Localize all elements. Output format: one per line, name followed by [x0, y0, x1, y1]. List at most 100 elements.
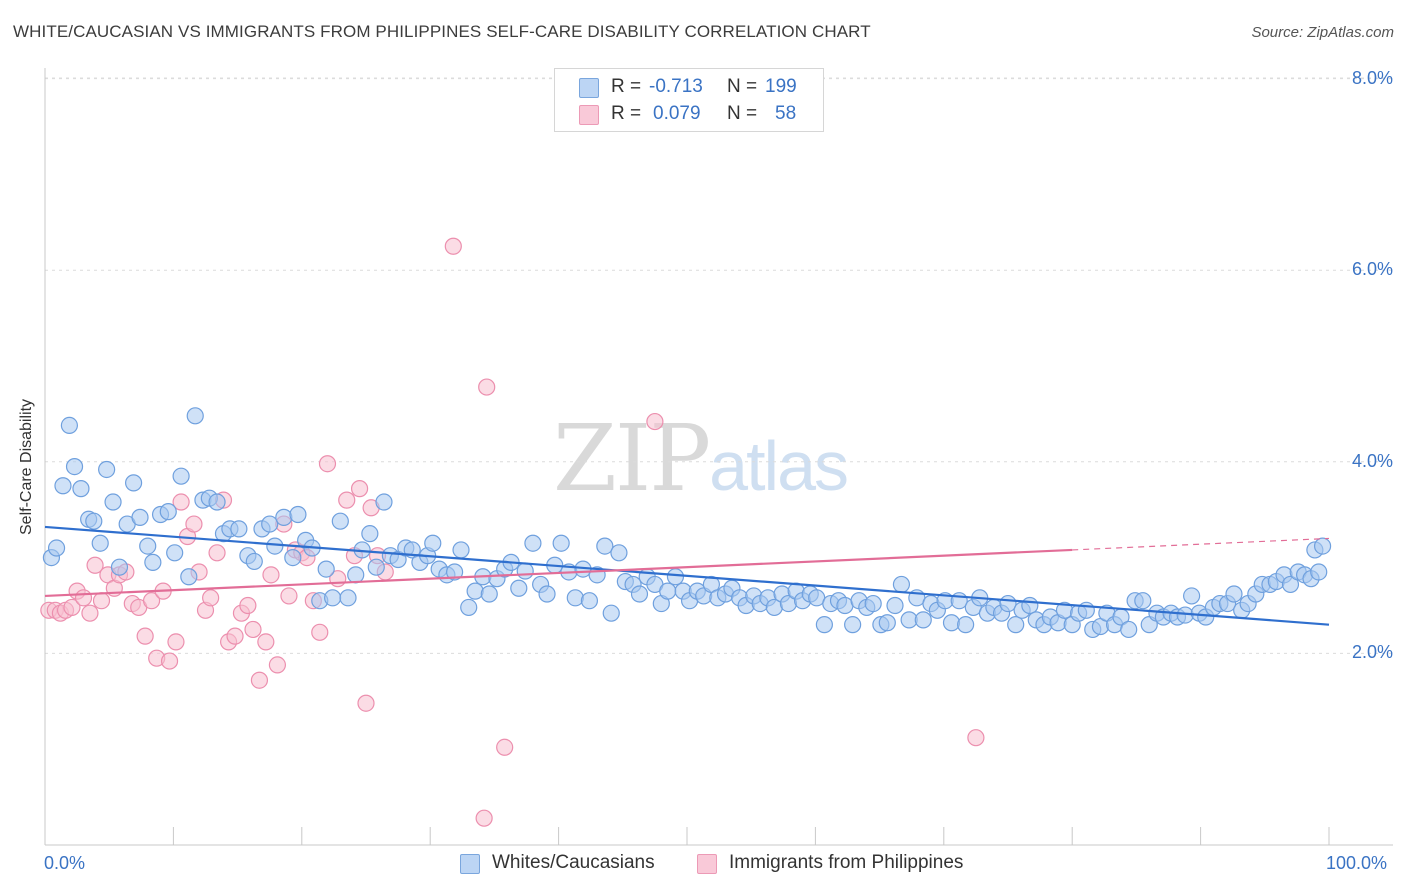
watermark-atlas: atlas: [709, 427, 849, 505]
point-philippines: [478, 378, 496, 396]
point-philippines: [239, 596, 257, 615]
point-whites: [914, 611, 932, 629]
point-whites: [139, 537, 157, 555]
legend-swatch-pink: [579, 105, 599, 125]
point-whites: [630, 585, 649, 603]
point-philippines: [357, 694, 375, 712]
trend-line-philippines: [44, 548, 1073, 598]
point-whites: [361, 525, 379, 543]
point-whites: [324, 589, 342, 607]
gridlines: [45, 77, 1393, 654]
point-whites: [347, 566, 365, 584]
point-whites: [166, 544, 184, 562]
point-whites: [552, 534, 570, 552]
point-whites: [480, 585, 498, 603]
point-philippines: [167, 633, 185, 651]
point-whites: [266, 537, 284, 555]
point-philippines: [208, 544, 226, 562]
y-tick-label: 6.0%: [1351, 259, 1393, 280]
point-whites: [957, 616, 975, 634]
point-philippines: [475, 809, 493, 827]
x-tick-min: 0.0%: [44, 853, 86, 873]
point-whites: [104, 493, 122, 511]
point-whites: [452, 541, 470, 559]
point-whites: [466, 582, 484, 600]
point-whites: [659, 582, 677, 600]
y-tick-label: 2.0%: [1351, 642, 1393, 663]
point-whites: [54, 477, 72, 495]
trend-line-whites: [44, 525, 1330, 626]
point-whites: [1183, 587, 1201, 605]
point-whites: [892, 575, 911, 594]
point-whites: [284, 548, 302, 567]
point-whites: [1313, 537, 1332, 555]
point-philippines: [257, 633, 275, 651]
y-axis-label: Self-Care Disability: [18, 398, 35, 535]
point-philippines: [318, 455, 337, 473]
point-whites: [864, 594, 882, 613]
trend-lines: [44, 525, 1330, 626]
point-whites: [815, 616, 833, 634]
point-philippines: [142, 592, 161, 610]
axes: [44, 68, 1393, 846]
point-whites: [1225, 585, 1243, 603]
point-philippines: [280, 587, 298, 605]
point-philippines: [74, 589, 93, 607]
point-whites: [261, 515, 279, 533]
point-philippines: [86, 556, 104, 574]
point-whites: [602, 604, 620, 622]
chart-title: WHITE/CAUCASIAN VS IMMIGRANTS FROM PHILI…: [13, 22, 871, 41]
point-whites: [1007, 616, 1025, 634]
point-whites: [580, 592, 599, 610]
point-whites: [47, 539, 66, 557]
legend-n-value: 58: [775, 103, 797, 124]
point-whites: [1021, 596, 1039, 615]
point-whites: [91, 534, 109, 552]
point-whites: [460, 598, 478, 617]
point-whites: [844, 616, 862, 634]
x-tick-max: 100.0%: [1326, 853, 1388, 873]
bottom-legend-label-philippines: Immigrants from Philippines: [729, 852, 964, 873]
point-philippines: [202, 589, 220, 607]
legend-r-label: R =: [611, 103, 642, 124]
point-philippines: [136, 627, 154, 645]
y-tick-label: 4.0%: [1351, 450, 1393, 471]
point-whites: [72, 480, 90, 498]
point-whites: [131, 508, 149, 526]
point-whites: [524, 534, 542, 552]
point-philippines: [967, 729, 985, 747]
series-whites-points: [42, 407, 1332, 639]
point-philippines: [250, 671, 269, 689]
point-whites: [424, 534, 442, 552]
point-philippines: [338, 491, 356, 509]
point-whites: [942, 614, 961, 632]
legend-r-label: R =: [611, 76, 642, 97]
point-whites: [208, 493, 226, 511]
bottom-legend-swatch-pink: [697, 854, 717, 874]
point-philippines: [268, 656, 287, 674]
y-tick-label: 8.0%: [1351, 67, 1393, 88]
point-whites: [230, 520, 248, 538]
point-whites: [65, 457, 84, 476]
bottom-legend-label-whites: Whites/Caucasians: [492, 852, 655, 873]
point-whites: [566, 589, 584, 607]
point-whites: [289, 505, 307, 524]
point-whites: [666, 568, 685, 586]
point-philippines: [63, 598, 81, 617]
point-whites: [110, 558, 129, 576]
point-whites: [375, 493, 393, 511]
point-philippines: [444, 237, 462, 255]
point-whites: [1281, 575, 1300, 594]
point-whites: [886, 596, 904, 615]
point-whites: [445, 563, 464, 581]
point-philippines: [244, 620, 262, 639]
point-philippines: [160, 652, 179, 670]
point-whites: [878, 614, 896, 632]
point-philippines: [185, 515, 203, 533]
point-whites: [144, 553, 162, 571]
point-whites: [98, 460, 116, 479]
point-philippines: [172, 493, 190, 511]
point-philippines: [311, 623, 329, 641]
point-whites: [1134, 592, 1152, 610]
